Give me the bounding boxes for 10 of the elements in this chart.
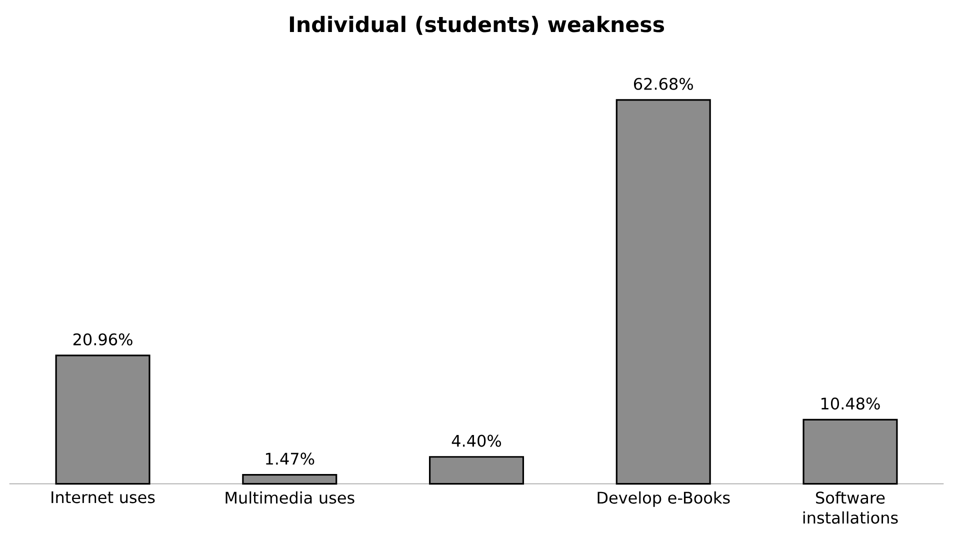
data-label: 4.40% — [452, 434, 502, 447]
data-label: 1.47% — [266, 452, 314, 465]
x-tick-label: Software installations — [803, 491, 898, 524]
chart-title: Individual (students) weakness — [290, 16, 664, 35]
x-tick-label: Internet uses — [52, 491, 155, 504]
data-label: 20.96% — [73, 333, 132, 346]
x-tick-label: Develop e-Books — [598, 491, 730, 507]
data-label: 62.68% — [634, 78, 693, 90]
data-label: 10.48% — [821, 398, 880, 410]
x-tick-label: Multimedia uses — [226, 491, 354, 504]
